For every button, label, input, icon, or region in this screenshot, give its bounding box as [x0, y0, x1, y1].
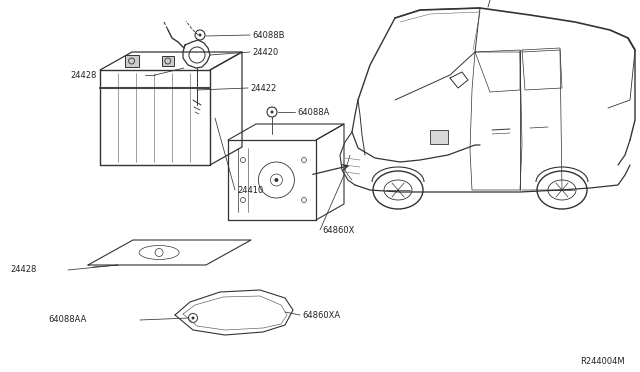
Text: 24428: 24428: [10, 266, 36, 275]
Text: R244004M: R244004M: [580, 357, 625, 366]
Text: 24410: 24410: [237, 186, 263, 195]
Bar: [430, 130, 448, 144]
Text: 64088B: 64088B: [252, 31, 285, 39]
Text: 24420: 24420: [252, 48, 278, 57]
Text: 64860XA: 64860XA: [302, 311, 340, 320]
Circle shape: [275, 178, 278, 182]
Text: 24428: 24428: [70, 71, 97, 80]
Bar: [162, 56, 174, 66]
Circle shape: [191, 317, 195, 320]
Text: 24422: 24422: [250, 83, 276, 93]
Circle shape: [271, 110, 273, 113]
Text: 64088AA: 64088AA: [48, 315, 86, 324]
Text: 64860X: 64860X: [322, 225, 355, 234]
Text: 64088A: 64088A: [297, 108, 330, 116]
Bar: [125, 55, 139, 67]
Circle shape: [198, 33, 202, 36]
